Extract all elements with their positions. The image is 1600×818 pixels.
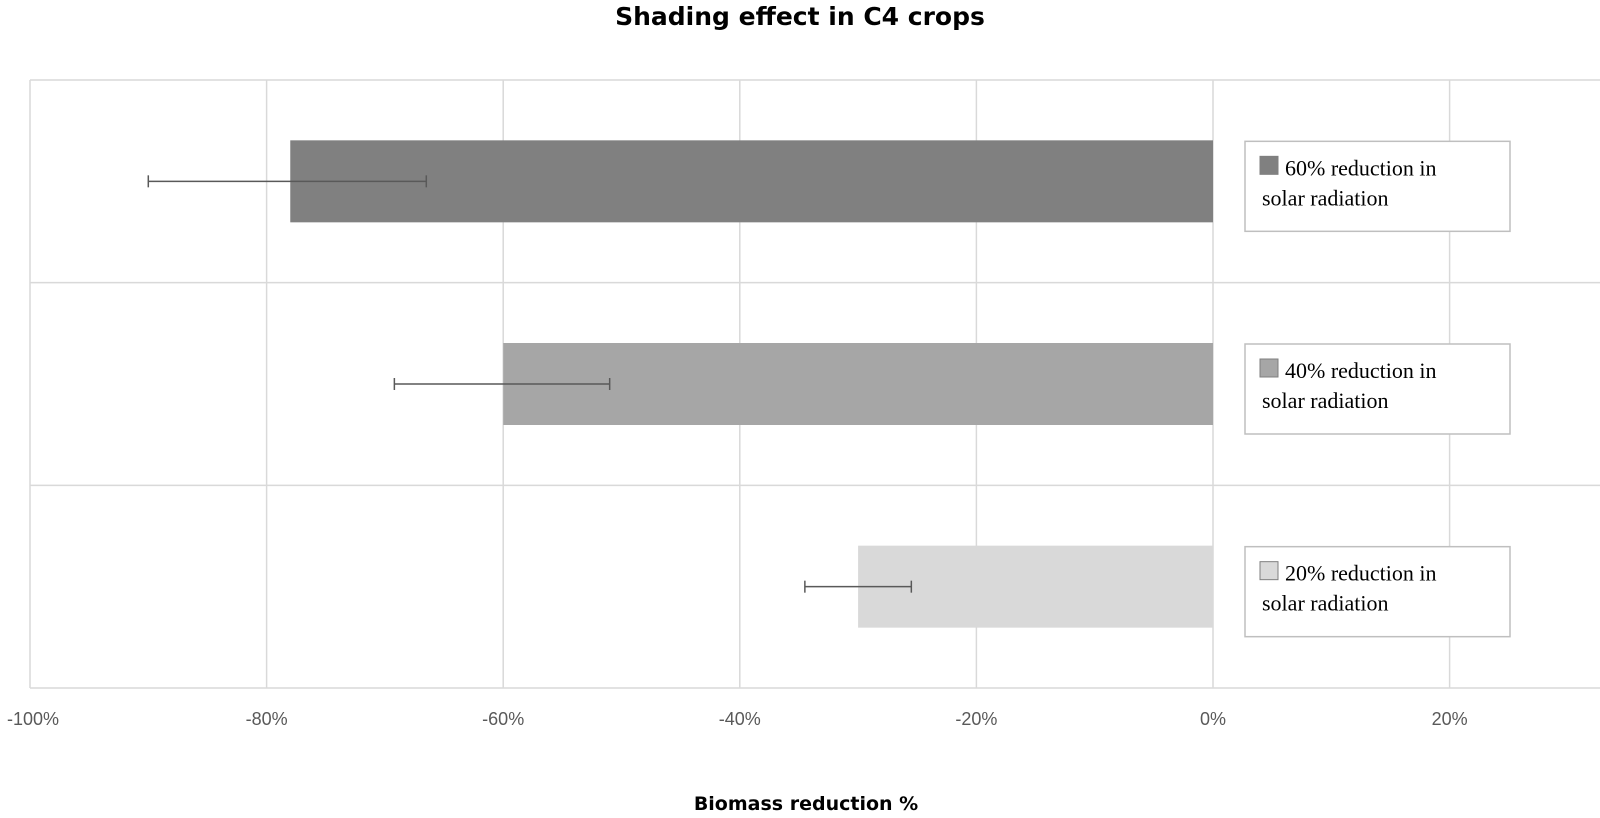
- x-tick-label: 0%: [1200, 709, 1226, 729]
- legend-swatch: [1259, 561, 1279, 581]
- error-bar-1: [147, 175, 428, 188]
- x-tick-label: -40%: [719, 709, 761, 729]
- legend-swatch: [1259, 358, 1279, 378]
- bar-3: [858, 545, 1213, 628]
- x-tick-label: -20%: [955, 709, 997, 729]
- legend-label: 20% reduction in: [1285, 561, 1437, 586]
- legend-label: 60% reduction in: [1285, 155, 1437, 180]
- legend-label: solar radiation: [1262, 388, 1388, 413]
- error-bar-3: [804, 580, 913, 593]
- chart-title: Shading effect in C4 crops: [615, 2, 985, 31]
- error-bar-2: [393, 378, 611, 390]
- x-tick-label: -100%: [7, 709, 59, 729]
- bars: [290, 140, 1213, 628]
- legend-label: 40% reduction in: [1285, 358, 1437, 383]
- x-tick-label: -60%: [482, 709, 524, 729]
- legend-label: solar radiation: [1262, 185, 1388, 210]
- bar-1: [290, 140, 1213, 223]
- legend-entry-3: 20% reduction in solar radiation: [1244, 545, 1511, 638]
- error-bars: [147, 175, 913, 593]
- x-axis-title: Biomass reduction %: [694, 793, 918, 815]
- legend-swatch: [1259, 155, 1279, 175]
- x-tick-label: 20%: [1432, 709, 1468, 729]
- bar-2: [503, 343, 1213, 425]
- legend-label: solar radiation: [1262, 591, 1388, 616]
- legend-entry-2: 40% reduction in solar radiation: [1244, 343, 1511, 435]
- legend-box: [1244, 343, 1511, 435]
- legend-entry-1: 60% reduction in solar radiation: [1244, 140, 1511, 233]
- x-axis-ticks: -100% -80% -60% -40% -20% 0% 20%: [7, 709, 1468, 729]
- legend-box: [1244, 545, 1511, 638]
- x-tick-label: -80%: [246, 709, 288, 729]
- legend-box: [1244, 140, 1511, 233]
